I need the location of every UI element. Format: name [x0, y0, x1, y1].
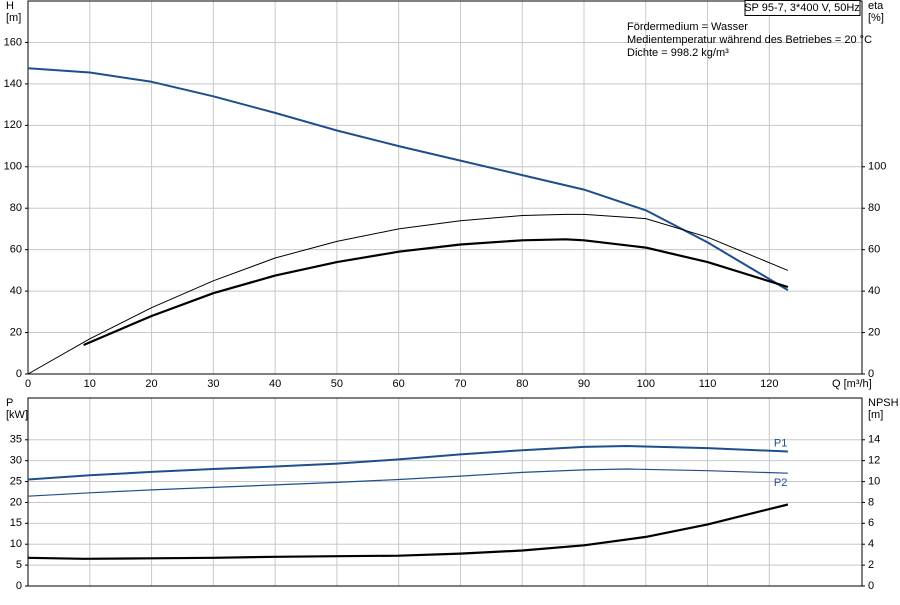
y2-tick-label: 20: [868, 326, 880, 338]
y-tick-label: 35: [10, 434, 22, 446]
plot-frame: [27, 0, 863, 375]
x-tick-label: 30: [207, 378, 219, 390]
y-tick-label: 10: [10, 538, 22, 550]
y-tick-label: 100: [4, 161, 22, 173]
y-tick-label: 5: [16, 559, 22, 571]
y2-tick-label: 14: [868, 434, 880, 446]
y-tick-label: 140: [4, 78, 22, 90]
curve: [27, 503, 789, 560]
x-tick-label: 90: [578, 378, 590, 390]
info-box: [744, 0, 861, 16]
x-tick-label: 40: [269, 378, 281, 390]
x-tick-label: 80: [516, 378, 528, 390]
y2-tick-label: 80: [868, 202, 880, 214]
y-tick-label: 120: [4, 119, 22, 131]
annotation: Fördermedium = Wasser: [627, 21, 748, 33]
y2-tick-label: 12: [868, 455, 880, 467]
x-tick-label: 50: [331, 378, 343, 390]
y2-tick-label: 4: [868, 538, 874, 550]
annotation: Medientemperatur während des Betriebes =…: [627, 34, 872, 46]
y-tick-label: 20: [10, 326, 22, 338]
y-tick-label: 20: [10, 496, 22, 508]
y2-tick-label: 60: [868, 244, 880, 256]
info-text: SP 95-7, 3*400 V, 50Hz: [744, 2, 860, 14]
y-axis-label: [m]: [6, 12, 21, 24]
y2-tick-label: 10: [868, 475, 880, 487]
curve: [27, 67, 789, 291]
curve: [83, 238, 789, 347]
y2-axis-label: eta: [868, 0, 884, 12]
y2-axis-label: NPSH: [868, 397, 899, 409]
y2-axis-label: [%]: [868, 12, 884, 24]
y-tick-label: 15: [10, 517, 22, 529]
curve: [27, 468, 788, 497]
x-tick-label: 100: [637, 378, 655, 390]
plot-frame: [27, 397, 863, 587]
y-tick-label: 160: [4, 36, 22, 48]
x-axis-label: Q [m³/h]: [832, 378, 872, 390]
x-tick-label: 120: [760, 378, 778, 390]
y2-tick-label: 2: [868, 559, 874, 571]
y-tick-label: 60: [10, 244, 22, 256]
y-tick-label: 0: [16, 580, 22, 592]
y-tick-label: 0: [16, 368, 22, 380]
y2-tick-label: 100: [868, 161, 886, 173]
y2-axis-label: [m]: [868, 409, 883, 421]
y2-tick-label: 0: [868, 368, 874, 380]
y2-tick-label: 8: [868, 496, 874, 508]
curve: [27, 213, 789, 375]
series-label: P1: [774, 437, 787, 449]
y-tick-label: 80: [10, 202, 22, 214]
x-tick-label: 60: [393, 378, 405, 390]
y-tick-label: 25: [10, 475, 22, 487]
annotation: Dichte = 998.2 kg/m³: [627, 47, 729, 59]
y-tick-label: 30: [10, 455, 22, 467]
x-tick-label: 110: [699, 378, 717, 390]
y2-tick-label: 40: [868, 285, 880, 297]
curve: [27, 445, 788, 481]
y2-tick-label: 0: [868, 580, 874, 592]
y-axis-label: H: [6, 0, 14, 12]
series-label: P2: [774, 477, 787, 489]
x-tick-label: 20: [145, 378, 157, 390]
x-tick-label: 10: [84, 378, 96, 390]
y-tick-label: 40: [10, 285, 22, 297]
y-axis-label: [kW]: [6, 409, 28, 421]
x-tick-label: 0: [25, 378, 31, 390]
y2-tick-label: 6: [868, 517, 874, 529]
y-axis-label: P: [6, 397, 13, 409]
x-tick-label: 70: [454, 378, 466, 390]
